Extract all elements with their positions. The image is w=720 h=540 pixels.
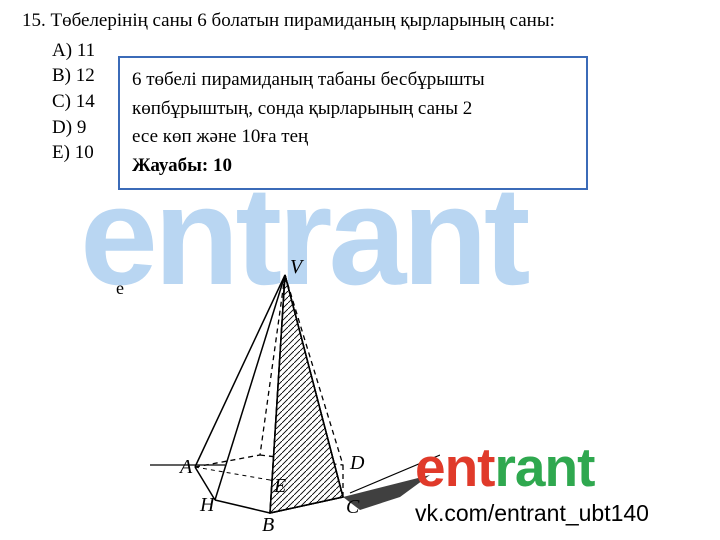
question-number: 15. xyxy=(22,10,46,31)
vk-link: vk.com/entrant_ubt140 xyxy=(415,500,649,527)
pyramid-diagram: V A H B C D E xyxy=(150,255,440,535)
stray-letter: e xyxy=(116,278,124,299)
logo-part-1: ent xyxy=(415,436,495,498)
solution-line-1: 6 төбелі пирамиданың табаны бесбұрышты xyxy=(132,66,574,95)
solution-line-3: есе көп және 10ға тең xyxy=(132,123,574,152)
solution-box: 6 төбелі пирамиданың табаны бесбұрышты к… xyxy=(118,56,588,190)
solution-answer: Жауабы: 10 xyxy=(132,152,574,181)
label-b: B xyxy=(262,514,274,535)
label-a: A xyxy=(178,456,193,478)
logo-entrant: entrant xyxy=(415,435,594,499)
label-c: C xyxy=(346,496,360,518)
label-d: D xyxy=(349,452,365,474)
question-body: Төбелерінің саны 6 болатын пирамиданың қ… xyxy=(51,10,555,31)
label-e: E xyxy=(273,475,286,497)
question-text: 15. Төбелерінің саны 6 болатын пирамидан… xyxy=(22,8,700,34)
solution-line-2: көпбұрыштың, сонда қырларының саны 2 xyxy=(132,95,574,124)
label-v: V xyxy=(290,256,305,278)
logo-part-2: rant xyxy=(495,436,595,498)
label-h: H xyxy=(199,494,216,516)
